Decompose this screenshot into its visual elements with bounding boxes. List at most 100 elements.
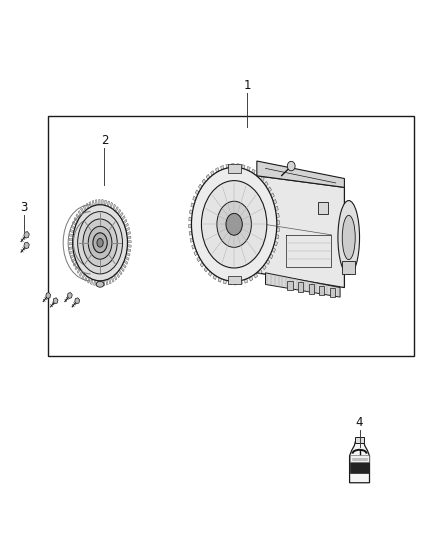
Polygon shape (268, 187, 272, 192)
Polygon shape (75, 298, 80, 304)
Polygon shape (120, 266, 124, 272)
Polygon shape (53, 298, 58, 304)
Polygon shape (114, 274, 117, 280)
Polygon shape (79, 271, 83, 277)
Ellipse shape (97, 238, 103, 247)
Polygon shape (72, 259, 76, 262)
Polygon shape (208, 271, 212, 276)
Bar (355, 437, 364, 443)
Ellipse shape (226, 213, 242, 235)
Polygon shape (100, 281, 102, 286)
Polygon shape (247, 166, 250, 171)
Ellipse shape (342, 215, 355, 260)
Polygon shape (221, 165, 224, 170)
Polygon shape (94, 280, 96, 286)
Bar (350, 455, 369, 462)
Polygon shape (71, 225, 75, 229)
Polygon shape (69, 243, 73, 245)
Polygon shape (237, 164, 240, 168)
Polygon shape (89, 201, 92, 207)
Polygon shape (91, 279, 93, 285)
Ellipse shape (73, 205, 127, 281)
Polygon shape (276, 213, 279, 217)
Polygon shape (85, 276, 88, 281)
Polygon shape (257, 176, 344, 288)
Polygon shape (273, 199, 276, 204)
Polygon shape (110, 203, 113, 208)
Polygon shape (127, 245, 131, 247)
Polygon shape (70, 251, 74, 254)
Polygon shape (189, 217, 192, 221)
Bar (287, 281, 293, 290)
Polygon shape (123, 219, 127, 224)
Polygon shape (215, 167, 219, 172)
Polygon shape (125, 256, 129, 260)
Polygon shape (72, 221, 76, 225)
Bar (350, 462, 369, 473)
Polygon shape (194, 251, 198, 256)
Polygon shape (190, 238, 194, 243)
Polygon shape (213, 275, 217, 280)
Polygon shape (104, 200, 106, 206)
Polygon shape (126, 253, 130, 256)
Polygon shape (254, 273, 258, 278)
Polygon shape (86, 203, 89, 209)
Polygon shape (113, 204, 116, 210)
Polygon shape (242, 165, 245, 169)
Polygon shape (71, 255, 74, 259)
Polygon shape (111, 277, 114, 282)
Polygon shape (24, 242, 29, 249)
Polygon shape (122, 263, 126, 268)
Polygon shape (81, 208, 84, 213)
Polygon shape (126, 227, 130, 231)
Polygon shape (67, 293, 72, 298)
Ellipse shape (93, 233, 107, 253)
Polygon shape (197, 257, 201, 262)
Polygon shape (257, 161, 344, 188)
Bar (318, 202, 328, 214)
Polygon shape (83, 205, 86, 211)
Polygon shape (118, 270, 122, 275)
Text: 3: 3 (20, 201, 27, 214)
Polygon shape (193, 196, 196, 201)
Polygon shape (249, 276, 253, 281)
Polygon shape (252, 169, 255, 174)
Bar (308, 284, 314, 294)
Polygon shape (275, 206, 278, 211)
Polygon shape (195, 190, 199, 195)
Polygon shape (231, 164, 234, 167)
Polygon shape (229, 281, 232, 285)
Polygon shape (274, 241, 278, 246)
Circle shape (287, 161, 295, 171)
Polygon shape (78, 211, 82, 216)
Ellipse shape (83, 219, 117, 266)
Polygon shape (190, 210, 193, 214)
Polygon shape (262, 264, 266, 270)
Bar (319, 286, 324, 295)
Bar (48, 116, 413, 356)
Polygon shape (223, 280, 226, 284)
Polygon shape (204, 267, 208, 272)
Polygon shape (271, 193, 274, 198)
Polygon shape (264, 181, 268, 187)
Polygon shape (127, 240, 131, 243)
Polygon shape (200, 262, 204, 267)
Polygon shape (277, 221, 279, 224)
Polygon shape (206, 174, 210, 180)
Polygon shape (116, 272, 120, 278)
Polygon shape (211, 171, 214, 175)
Polygon shape (106, 279, 108, 285)
Bar (228, 276, 240, 284)
Ellipse shape (78, 212, 123, 274)
Polygon shape (244, 279, 247, 283)
Polygon shape (350, 441, 370, 483)
Ellipse shape (338, 200, 360, 274)
Polygon shape (261, 176, 264, 182)
Polygon shape (97, 280, 99, 286)
Polygon shape (269, 254, 273, 259)
Polygon shape (265, 273, 340, 297)
Bar (228, 164, 240, 173)
Polygon shape (234, 281, 237, 285)
Polygon shape (82, 273, 85, 279)
Bar (342, 261, 355, 274)
